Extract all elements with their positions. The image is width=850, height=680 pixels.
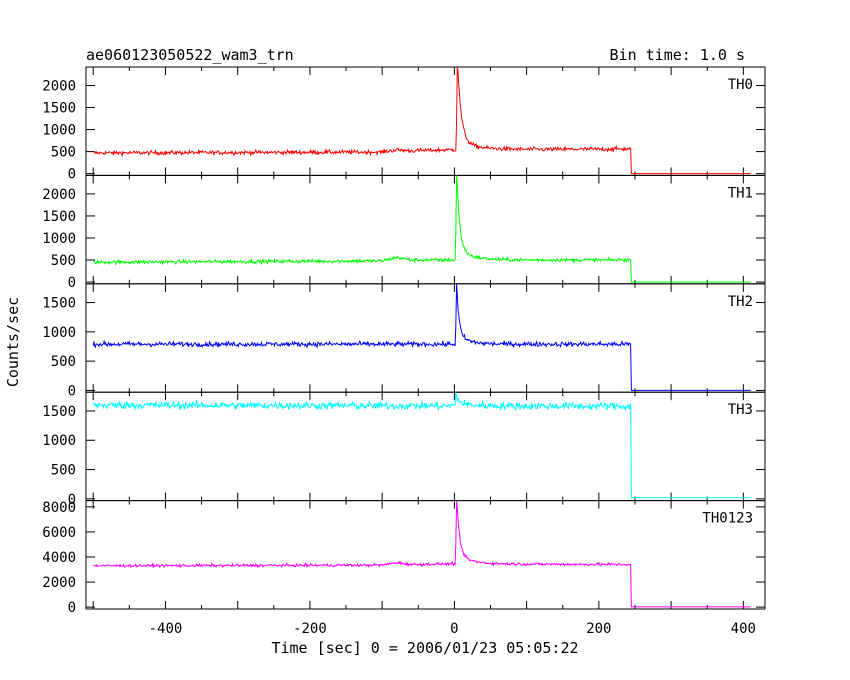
y-tick-label: 500 bbox=[51, 463, 76, 479]
y-tick-label: 500 bbox=[51, 354, 76, 370]
x-tick-label: 400 bbox=[731, 621, 756, 637]
y-tick-label: 1000 bbox=[42, 325, 76, 341]
y-tick-label: 8000 bbox=[42, 500, 76, 516]
panel-frame-th0123 bbox=[85, 500, 766, 610]
y-tick-label: 500 bbox=[51, 253, 76, 269]
y-tick-label: 2000 bbox=[42, 187, 76, 203]
y-tick-label: 0 bbox=[68, 600, 76, 616]
y-tick-label: 0 bbox=[68, 383, 76, 399]
y-tick-label: 2000 bbox=[42, 79, 76, 95]
panel-label-th3: TH3 bbox=[728, 402, 753, 418]
panel-label-th0: TH0 bbox=[728, 77, 753, 93]
chart-title: ae060123050522_wam3_trn bbox=[86, 46, 294, 64]
panel-label-th0123: TH0123 bbox=[702, 511, 753, 527]
x-tick-label: 0 bbox=[450, 621, 458, 637]
y-tick-label: 6000 bbox=[42, 525, 76, 541]
y-tick-label: 1000 bbox=[42, 433, 76, 449]
y-tick-label: 1500 bbox=[42, 209, 76, 225]
y-tick-label: 2000 bbox=[42, 575, 76, 591]
y-tick-label: 0 bbox=[68, 492, 76, 508]
panel-label-th1: TH1 bbox=[728, 185, 753, 201]
y-tick-label: 1500 bbox=[42, 101, 76, 117]
series-th0123 bbox=[92, 500, 751, 608]
x-tick-label: 200 bbox=[586, 621, 611, 637]
y-tick-label: 0 bbox=[68, 167, 76, 183]
series-th2 bbox=[92, 283, 751, 391]
y-tick-label: 0 bbox=[68, 275, 76, 291]
series-th0 bbox=[93, 67, 751, 175]
series-th1 bbox=[93, 175, 751, 283]
y-tick-label: 1000 bbox=[42, 231, 76, 247]
panel-frame-th0 bbox=[85, 66, 766, 176]
series-th3 bbox=[92, 392, 751, 499]
panel-frame-th1 bbox=[85, 174, 766, 285]
y-axis-title: Counts/sec bbox=[4, 297, 22, 387]
y-tick-label: 1000 bbox=[42, 123, 76, 139]
bin-time-label: Bin time: 1.0 s bbox=[610, 46, 745, 64]
panel-label-th2: TH2 bbox=[728, 294, 753, 310]
y-tick-label: 1500 bbox=[42, 296, 76, 312]
x-tick-label: -200 bbox=[293, 621, 327, 637]
panel-frame-th2 bbox=[85, 283, 766, 393]
y-tick-label: 4000 bbox=[42, 550, 76, 566]
x-tick-label: -400 bbox=[149, 621, 183, 637]
x-axis-title: Time [sec] 0 = 2006/01/23 05:05:22 bbox=[271, 639, 578, 657]
y-tick-label: 500 bbox=[51, 145, 76, 161]
y-tick-label: 1500 bbox=[42, 404, 76, 420]
